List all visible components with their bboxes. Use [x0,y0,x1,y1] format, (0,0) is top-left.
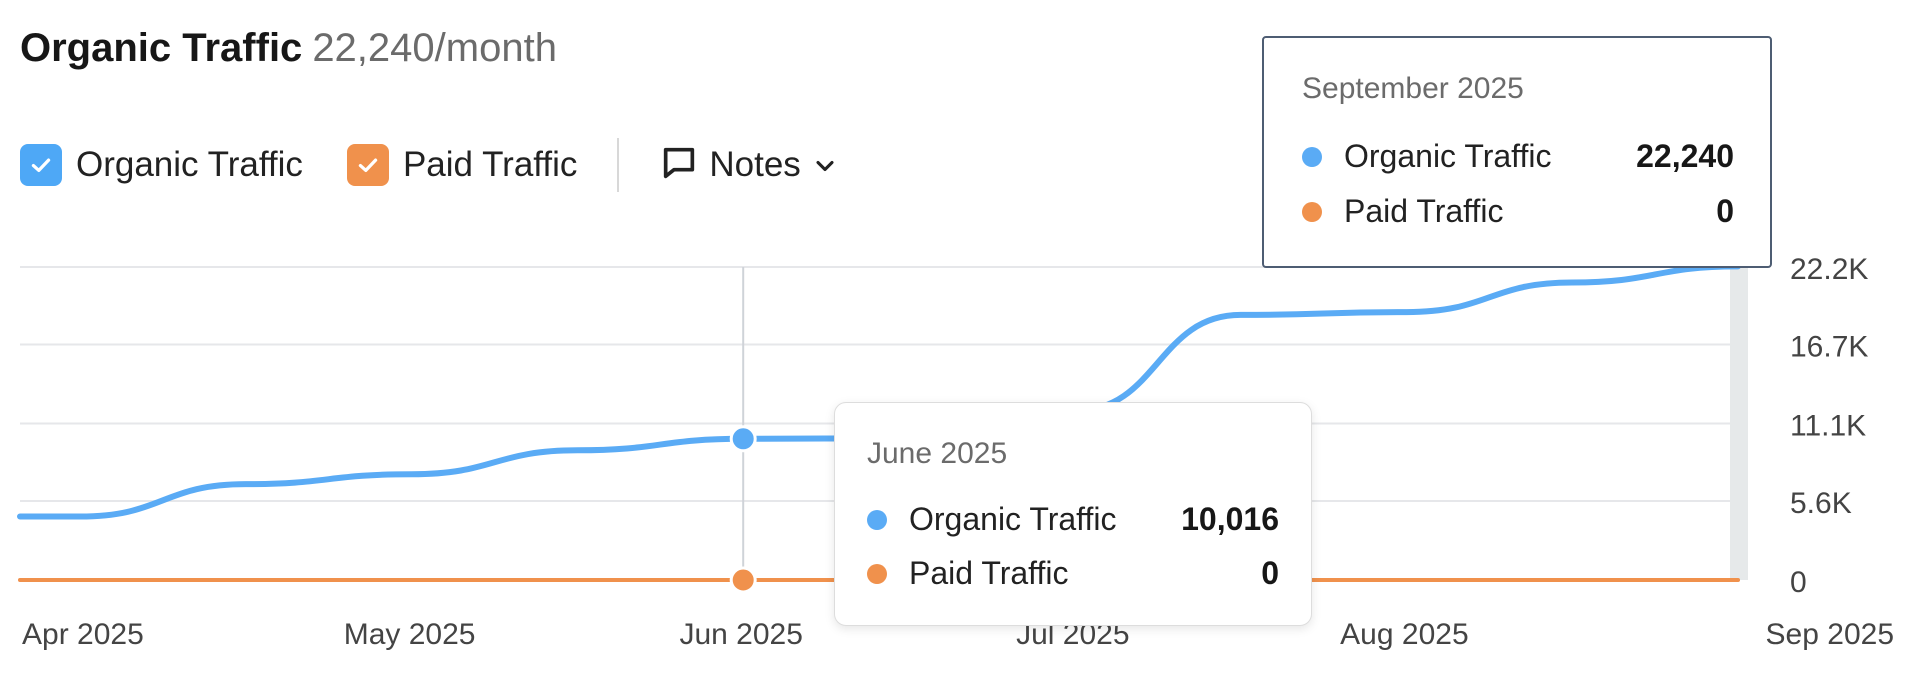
y-tick-label: 11.1K [1790,410,1866,443]
organic-traffic-label: Organic Traffic [76,145,303,184]
check-icon [31,158,51,173]
current-month-highlight [1730,268,1748,580]
x-tick-label: May 2025 [344,618,476,651]
tooltip-series-name: Paid Traffic [1344,193,1504,229]
y-tick-label: 16.7K [1790,331,1868,364]
chart-title: Organic Traffic 22,240/month [20,26,557,71]
x-tick-label: Aug 2025 [1340,618,1468,651]
legend-item-organic-traffic[interactable]: Organic Traffic [20,144,303,186]
y-tick-label: 22.2K [1790,253,1868,286]
tooltip-value: 22,240 [1636,138,1734,174]
title-main: Organic Traffic [20,26,303,70]
notes-dropdown[interactable]: Notes [659,143,838,188]
organic-traffic-checkbox[interactable] [20,144,62,186]
organic-dot-icon [867,509,887,530]
tooltip-series-name: Paid Traffic [909,555,1069,591]
tooltip-date: September 2025 [1302,72,1524,105]
tooltip-row-organic: Organic Traffic [867,501,1116,538]
tooltip-value: 10,016 [1181,501,1279,537]
x-tick-label: Jun 2025 [679,618,802,651]
x-tick-label: Apr 2025 [22,618,144,651]
notes-label: Notes [709,145,801,184]
y-tick-label: 0 [1790,566,1807,599]
tooltip-value: 0 [1716,193,1734,229]
tooltip-september: September 2025 Organic Traffic 22,240 Pa… [1262,36,1772,268]
legend: Organic Traffic Paid Traffic Notes [20,138,839,192]
tooltip-value: 0 [1261,555,1279,591]
paid-dot-icon [867,563,887,584]
comment-icon [659,143,699,188]
tooltip-date: June 2025 [867,437,1008,470]
tooltip-series-name: Organic Traffic [1344,138,1552,174]
paid-dot-icon [1302,201,1322,222]
chevron-down-icon [801,146,839,185]
check-icon [358,158,378,173]
tooltip-june: June 2025 Organic Traffic 10,016 Paid Tr… [834,402,1312,626]
paid-traffic-label: Paid Traffic [402,145,578,184]
y-tick-label: 5.6K [1790,487,1852,520]
x-tick-label: Sep 2025 [1766,618,1894,651]
tooltip-series-name: Organic Traffic [909,501,1117,537]
y-axis: 22.2K 16.7K 11.1K 5.6K 0 [1790,253,1868,599]
tooltip-row-paid: Paid Traffic [1302,193,1503,230]
legend-item-paid-traffic[interactable]: Paid Traffic [346,144,578,186]
title-subtitle: 22,240/month [312,26,557,70]
organic-dot-icon [1302,146,1322,167]
organic-hover-point [729,425,757,453]
tooltip-row-organic: Organic Traffic [1302,138,1551,175]
x-axis: Apr 2025 May 2025 Jun 2025 Jul 2025 Aug 2025… [22,618,1894,651]
legend-divider [617,138,620,192]
paid-hover-point [729,566,757,594]
paid-traffic-checkbox[interactable] [346,144,389,186]
tooltip-row-paid: Paid Traffic [867,555,1068,592]
